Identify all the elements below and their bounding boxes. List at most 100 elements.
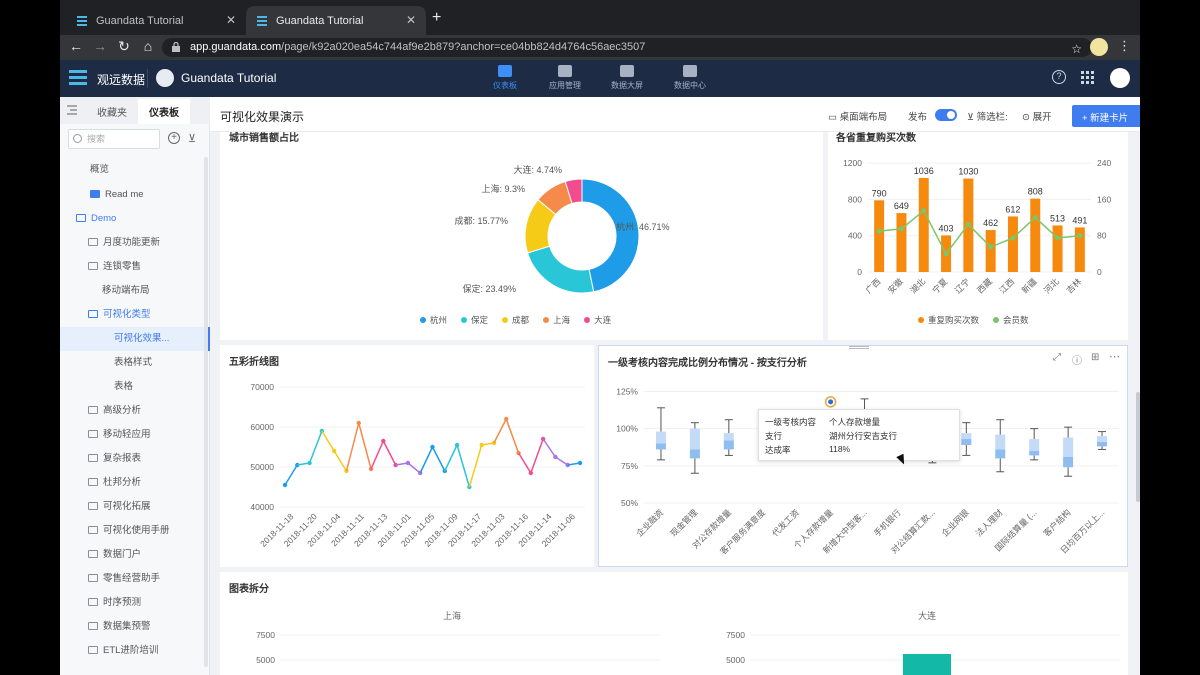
user-avatar[interactable]	[1110, 68, 1130, 88]
sidebar-item[interactable]: 表格	[114, 381, 134, 392]
export-icon[interactable]: ⊞	[1091, 352, 1100, 363]
new-tab-button[interactable]: +	[432, 9, 442, 26]
tooltip-key: 达成率	[765, 445, 791, 455]
x-tick: 客户结构	[1041, 507, 1072, 538]
sidebar-search-input[interactable]: 搜索	[68, 129, 160, 149]
sidebar-tabs: 收藏夹 仪表板	[60, 97, 210, 124]
sidebar-folder[interactable]: 连锁零售	[60, 255, 205, 279]
home-icon[interactable]: ⌂	[143, 38, 153, 54]
database-icon	[683, 65, 697, 77]
line-segment	[505, 418, 520, 454]
guandata-logo-icon[interactable]	[68, 68, 88, 88]
line-segment	[431, 446, 446, 472]
sidebar-folder[interactable]: 移动轻应用	[60, 423, 205, 447]
x-tick: 安徽	[886, 276, 905, 295]
sidebar-folder[interactable]: 数据门户	[60, 543, 205, 567]
y-tick: 125%	[616, 386, 638, 396]
workspace-globe-icon[interactable]	[156, 69, 174, 87]
tab-dashboards[interactable]: 仪表板	[149, 108, 179, 119]
legend-item[interactable]: 保定	[461, 314, 488, 326]
nav-data-center[interactable]: 数据中心	[660, 65, 720, 91]
legend-dot	[584, 317, 591, 323]
bar	[1030, 198, 1041, 272]
reload-icon[interactable]: ↻	[118, 38, 130, 54]
bookmark-star-icon[interactable]: ☆	[1071, 42, 1082, 56]
slice-label: 保定: 23.49%	[462, 283, 516, 294]
nav-app-management[interactable]: 应用管理	[535, 65, 595, 91]
close-tab-icon[interactable]: ✕	[225, 13, 236, 27]
card-city-sales-share[interactable]: 城市销售额占比 杭州: 46.71% 保定: 23.49% 成都: 15.77% 上海…	[220, 132, 823, 340]
publish-toggle[interactable]	[935, 109, 957, 121]
fullscreen-icon[interactable]: ⤢	[1053, 352, 1061, 363]
tooltip-value: 个人存款增量	[829, 417, 881, 427]
url-input[interactable]: app.guandata.com/page/k92a020ea54c744af9…	[162, 38, 1092, 57]
sidebar-folder[interactable]: 零售经营助手	[60, 567, 205, 591]
sidebar-folder[interactable]: 可视化拓展	[60, 495, 205, 519]
workspace-name[interactable]: Guandata Tutorial	[181, 71, 277, 85]
more-icon[interactable]: ⋯	[1109, 351, 1120, 363]
card-province-repeat-purchase[interactable]: 各省重复购买次数 0 400 800 1200 0 80 160 240 790 广西 649 安徽 1…	[828, 132, 1128, 340]
sidebar-scrollbar[interactable]	[204, 157, 208, 667]
guandata-favicon-icon	[77, 15, 87, 26]
card-box-plot[interactable]: 一级考核内容完成比例分布情况 - 按支行分析 ⤢ ⓘ ⊞ ⋯ 50% 75% 100…	[598, 345, 1128, 567]
sidebar-item[interactable]: 表格样式	[114, 357, 153, 368]
layout-selector[interactable]: ▭ 桌面端布局	[828, 109, 887, 123]
sidebar-folder-demo[interactable]: Demo	[60, 207, 205, 231]
collapse-sidebar-icon[interactable]	[66, 104, 78, 116]
x-tick: 广西	[863, 276, 882, 295]
legend-item[interactable]: 成都	[502, 314, 529, 326]
back-icon[interactable]: ←	[69, 38, 83, 54]
forward-icon[interactable]: →	[93, 38, 107, 54]
legend-label: 重复购买次数	[928, 315, 980, 325]
add-icon[interactable]: +	[168, 132, 180, 144]
box-lower	[995, 449, 1006, 459]
browser-menu-icon[interactable]: ⋮	[1118, 38, 1131, 53]
sidebar-folder[interactable]: 可视化使用手册	[60, 519, 205, 543]
expand-label: 展开	[1032, 112, 1052, 123]
bar-value-label: 403	[939, 223, 954, 233]
tab-favorites[interactable]: 收藏夹	[97, 108, 127, 119]
legend-item[interactable]: 大连	[584, 314, 611, 326]
y-tick: 60000	[250, 422, 274, 432]
sidebar-folder[interactable]: 高级分析	[60, 399, 205, 423]
browser-tab-2[interactable]: Guandata Tutorial ✕	[246, 6, 426, 35]
drag-handle[interactable]	[849, 346, 869, 349]
sidebar-item-active[interactable]: 可视化效果...	[60, 327, 210, 351]
sidebar-folder[interactable]: 杜邦分析	[60, 471, 205, 495]
sidebar-folder[interactable]: 数据集预警	[60, 615, 205, 639]
close-tab-icon[interactable]: ✕	[405, 13, 416, 27]
expand-button[interactable]: ⊙ 展开	[1022, 109, 1052, 123]
box-upper	[995, 434, 1006, 450]
browser-tab-1[interactable]: Guandata Tutorial ✕	[66, 6, 246, 35]
sidebar-item-label: Read me	[105, 189, 144, 200]
nav-dashboard[interactable]: 仪表板	[475, 65, 535, 91]
legend-item[interactable]: 重复购买次数	[918, 314, 979, 326]
sidebar-folder[interactable]: 月度功能更新	[60, 231, 205, 255]
line-point	[921, 208, 927, 214]
bar	[985, 230, 996, 272]
legend-item[interactable]: 杭州	[420, 314, 447, 326]
y-tick: 100%	[616, 424, 638, 434]
sidebar-folder[interactable]: ETL进阶培训	[60, 639, 205, 663]
card-title: 五彩折线图	[229, 357, 279, 368]
nav-data-screen[interactable]: 数据大屏	[597, 65, 657, 91]
help-icon[interactable]: ?	[1052, 70, 1066, 84]
new-card-button[interactable]: + 新建卡片 ⌄	[1072, 105, 1140, 127]
sidebar-folder-open[interactable]: 可视化类型	[60, 303, 205, 327]
info-icon[interactable]: ⓘ	[1072, 356, 1082, 367]
app-grid-icon[interactable]	[1081, 71, 1094, 84]
sidebar-item-readme[interactable]: Read me	[60, 183, 205, 207]
sidebar-folder[interactable]: 复杂报表	[60, 447, 205, 471]
page-scrollbar[interactable]	[1136, 392, 1140, 502]
y-tick: 50000	[250, 462, 274, 472]
card-chart-split[interactable]: 图表拆分 上海 5000 7500 大连 5000 7500	[220, 572, 1128, 675]
card-colorful-line[interactable]: 五彩折线图 40000 50000 60000 70000 2018-11-18 2018…	[220, 345, 594, 567]
filter-icon[interactable]: ⊻	[188, 133, 197, 145]
browser-profile-avatar[interactable]	[1090, 38, 1108, 56]
line-point	[965, 221, 971, 227]
legend-item[interactable]: 会员数	[993, 314, 1029, 326]
sidebar-item-overview[interactable]: 概览	[90, 164, 110, 175]
legend-item[interactable]: 上海	[543, 314, 570, 326]
sidebar-folder[interactable]: 时序预测	[60, 591, 205, 615]
sidebar-item[interactable]: 移动端布局	[102, 285, 150, 296]
